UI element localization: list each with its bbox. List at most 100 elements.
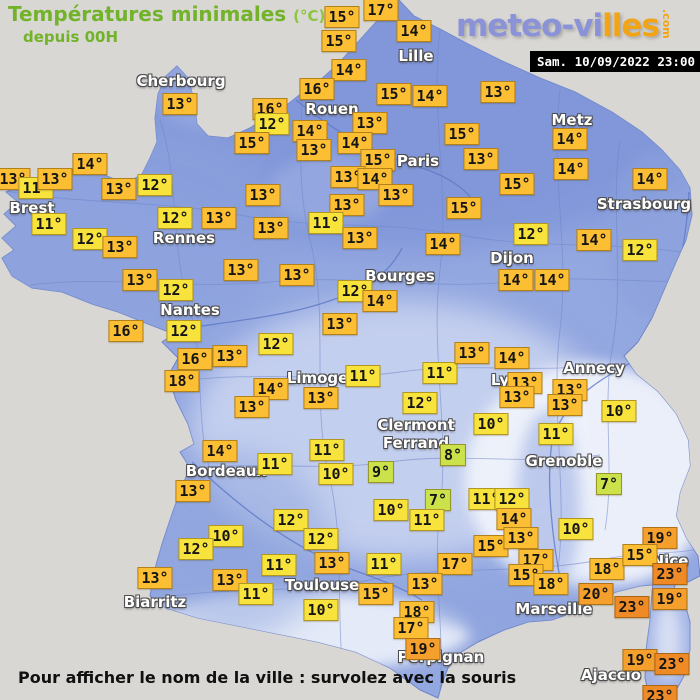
temperature-badge[interactable]: 18° [164,370,200,392]
temperature-badge[interactable]: 13° [314,552,350,574]
temperature-badge[interactable]: 16° [177,348,213,370]
temperature-badge[interactable]: 12° [513,223,549,245]
temperature-badge[interactable]: 14° [425,233,461,255]
temperature-badge[interactable]: 12° [254,113,290,135]
temperature-badge[interactable]: 19° [642,527,678,549]
temperature-badge[interactable]: 13° [352,112,388,134]
temperature-badge[interactable]: 14° [362,290,398,312]
temperature-badge[interactable]: 23° [654,653,690,675]
temperature-badge[interactable]: 19° [652,588,688,610]
temperature-badge[interactable]: 9° [367,461,395,483]
temperature-badge[interactable]: 11° [261,554,297,576]
temperature-badge[interactable]: 12° [258,333,294,355]
temperature-badge[interactable]: 20° [578,583,614,605]
temperature-badge[interactable]: 12° [273,509,309,531]
temperature-badge[interactable]: 13° [330,166,366,188]
temperature-badge[interactable]: 15° [473,535,509,557]
temperature-badge[interactable]: 12° [157,207,193,229]
temperature-badge[interactable]: 13° [463,148,499,170]
temperature-badge[interactable]: 15° [499,173,535,195]
temperature-badge[interactable]: 13° [503,527,539,549]
temperature-badge[interactable]: 13° [480,81,516,103]
temperature-badge[interactable]: 12° [137,174,173,196]
temperature-badge[interactable]: 13° [454,342,490,364]
temperature-badge[interactable]: 15° [446,197,482,219]
temperature-badge[interactable]: 13° [547,394,583,416]
temperature-badge[interactable]: 13° [253,217,289,239]
temperature-badge[interactable]: 13° [212,345,248,367]
temperature-badge[interactable]: 14° [331,59,367,81]
temperature-badge[interactable]: 14° [72,153,108,175]
temperature-badge[interactable]: 10° [558,518,594,540]
temperature-badge[interactable]: 23° [614,596,650,618]
temperature-badge[interactable]: 23° [652,563,688,585]
temperature-badge[interactable]: 12° [158,279,194,301]
temperature-badge[interactable]: 8° [439,444,467,466]
temperature-badge[interactable]: 12° [402,392,438,414]
temperature-badge[interactable]: 17° [363,0,399,21]
temperature-badge[interactable]: 13° [499,386,535,408]
temperature-badge[interactable]: 10° [373,499,409,521]
temperature-badge[interactable]: 18° [589,558,625,580]
temperature-badge[interactable]: 15° [321,30,357,52]
temperature-badge[interactable]: 14° [534,269,570,291]
temperature-badge[interactable]: 18° [533,573,569,595]
temperature-badge[interactable]: 16° [108,320,144,342]
temperature-badge[interactable]: 19° [622,649,658,671]
temperature-badge[interactable]: 13° [329,194,365,216]
temperature-badge[interactable]: 14° [396,20,432,42]
temperature-badge[interactable]: 14° [253,378,289,400]
temperature-badge[interactable]: 17° [437,553,473,575]
temperature-badge[interactable]: 14° [496,508,532,530]
temperature-badge[interactable]: 11° [422,362,458,384]
temperature-badge[interactable]: 15° [444,123,480,145]
temperature-badge[interactable]: 7° [595,473,623,495]
temperature-badge[interactable]: 11° [538,423,574,445]
temperature-badge[interactable]: 15° [358,583,394,605]
temperature-badge[interactable]: 15° [622,544,658,566]
temperature-badge[interactable]: 15° [324,6,360,28]
temperature-badge[interactable]: 15° [234,132,270,154]
temperature-badge[interactable]: 13° [223,259,259,281]
temperature-badge[interactable]: 10° [318,463,354,485]
temperature-badge[interactable]: 13° [101,178,137,200]
temperature-badge[interactable]: 14° [292,120,328,142]
temperature-badge[interactable]: 13° [37,168,73,190]
temperature-badge[interactable]: 7° [424,489,452,511]
temperature-badge[interactable]: 11° [309,439,345,461]
temperature-badge[interactable]: 14° [202,440,238,462]
temperature-badge[interactable]: 17° [393,617,429,639]
temperature-badge[interactable]: 13° [201,207,237,229]
temperature-badge[interactable]: 13° [296,139,332,161]
temperature-badge[interactable]: 13° [137,567,173,589]
temperature-badge[interactable]: 13° [102,236,138,258]
temperature-badge[interactable]: 13° [162,93,198,115]
temperature-badge[interactable]: 13° [234,396,270,418]
temperature-badge[interactable]: 19° [405,638,441,660]
temperature-badge[interactable]: 14° [337,132,373,154]
temperature-badge[interactable]: 13° [279,264,315,286]
temperature-badge[interactable]: 16° [299,78,335,100]
temperature-badge[interactable]: 12° [303,528,339,550]
temperature-badge[interactable]: 10° [601,400,637,422]
temperature-badge[interactable]: 10° [303,599,339,621]
temperature-badge[interactable]: 11° [31,213,67,235]
temperature-badge[interactable]: 14° [632,168,668,190]
temperature-badge[interactable]: 10° [208,525,244,547]
temperature-badge[interactable]: 13° [122,269,158,291]
temperature-badge[interactable]: 11° [257,453,293,475]
temperature-badge[interactable]: 14° [552,128,588,150]
temperature-badge[interactable]: 13° [245,184,281,206]
temperature-badge[interactable]: 14° [498,269,534,291]
temperature-badge[interactable]: 13° [378,184,414,206]
temperature-badge[interactable]: 10° [473,413,509,435]
temperature-badge[interactable]: 14° [553,158,589,180]
temperature-badge[interactable]: 11° [238,583,274,605]
temperature-badge[interactable]: 11° [308,212,344,234]
temperature-badge[interactable]: 12° [494,488,530,510]
temperature-badge[interactable]: 13° [407,573,443,595]
temperature-badge[interactable]: 11° [409,509,445,531]
temperature-badge[interactable]: 13° [175,480,211,502]
temperature-badge[interactable]: 11° [345,365,381,387]
temperature-badge[interactable]: 14° [576,229,612,251]
